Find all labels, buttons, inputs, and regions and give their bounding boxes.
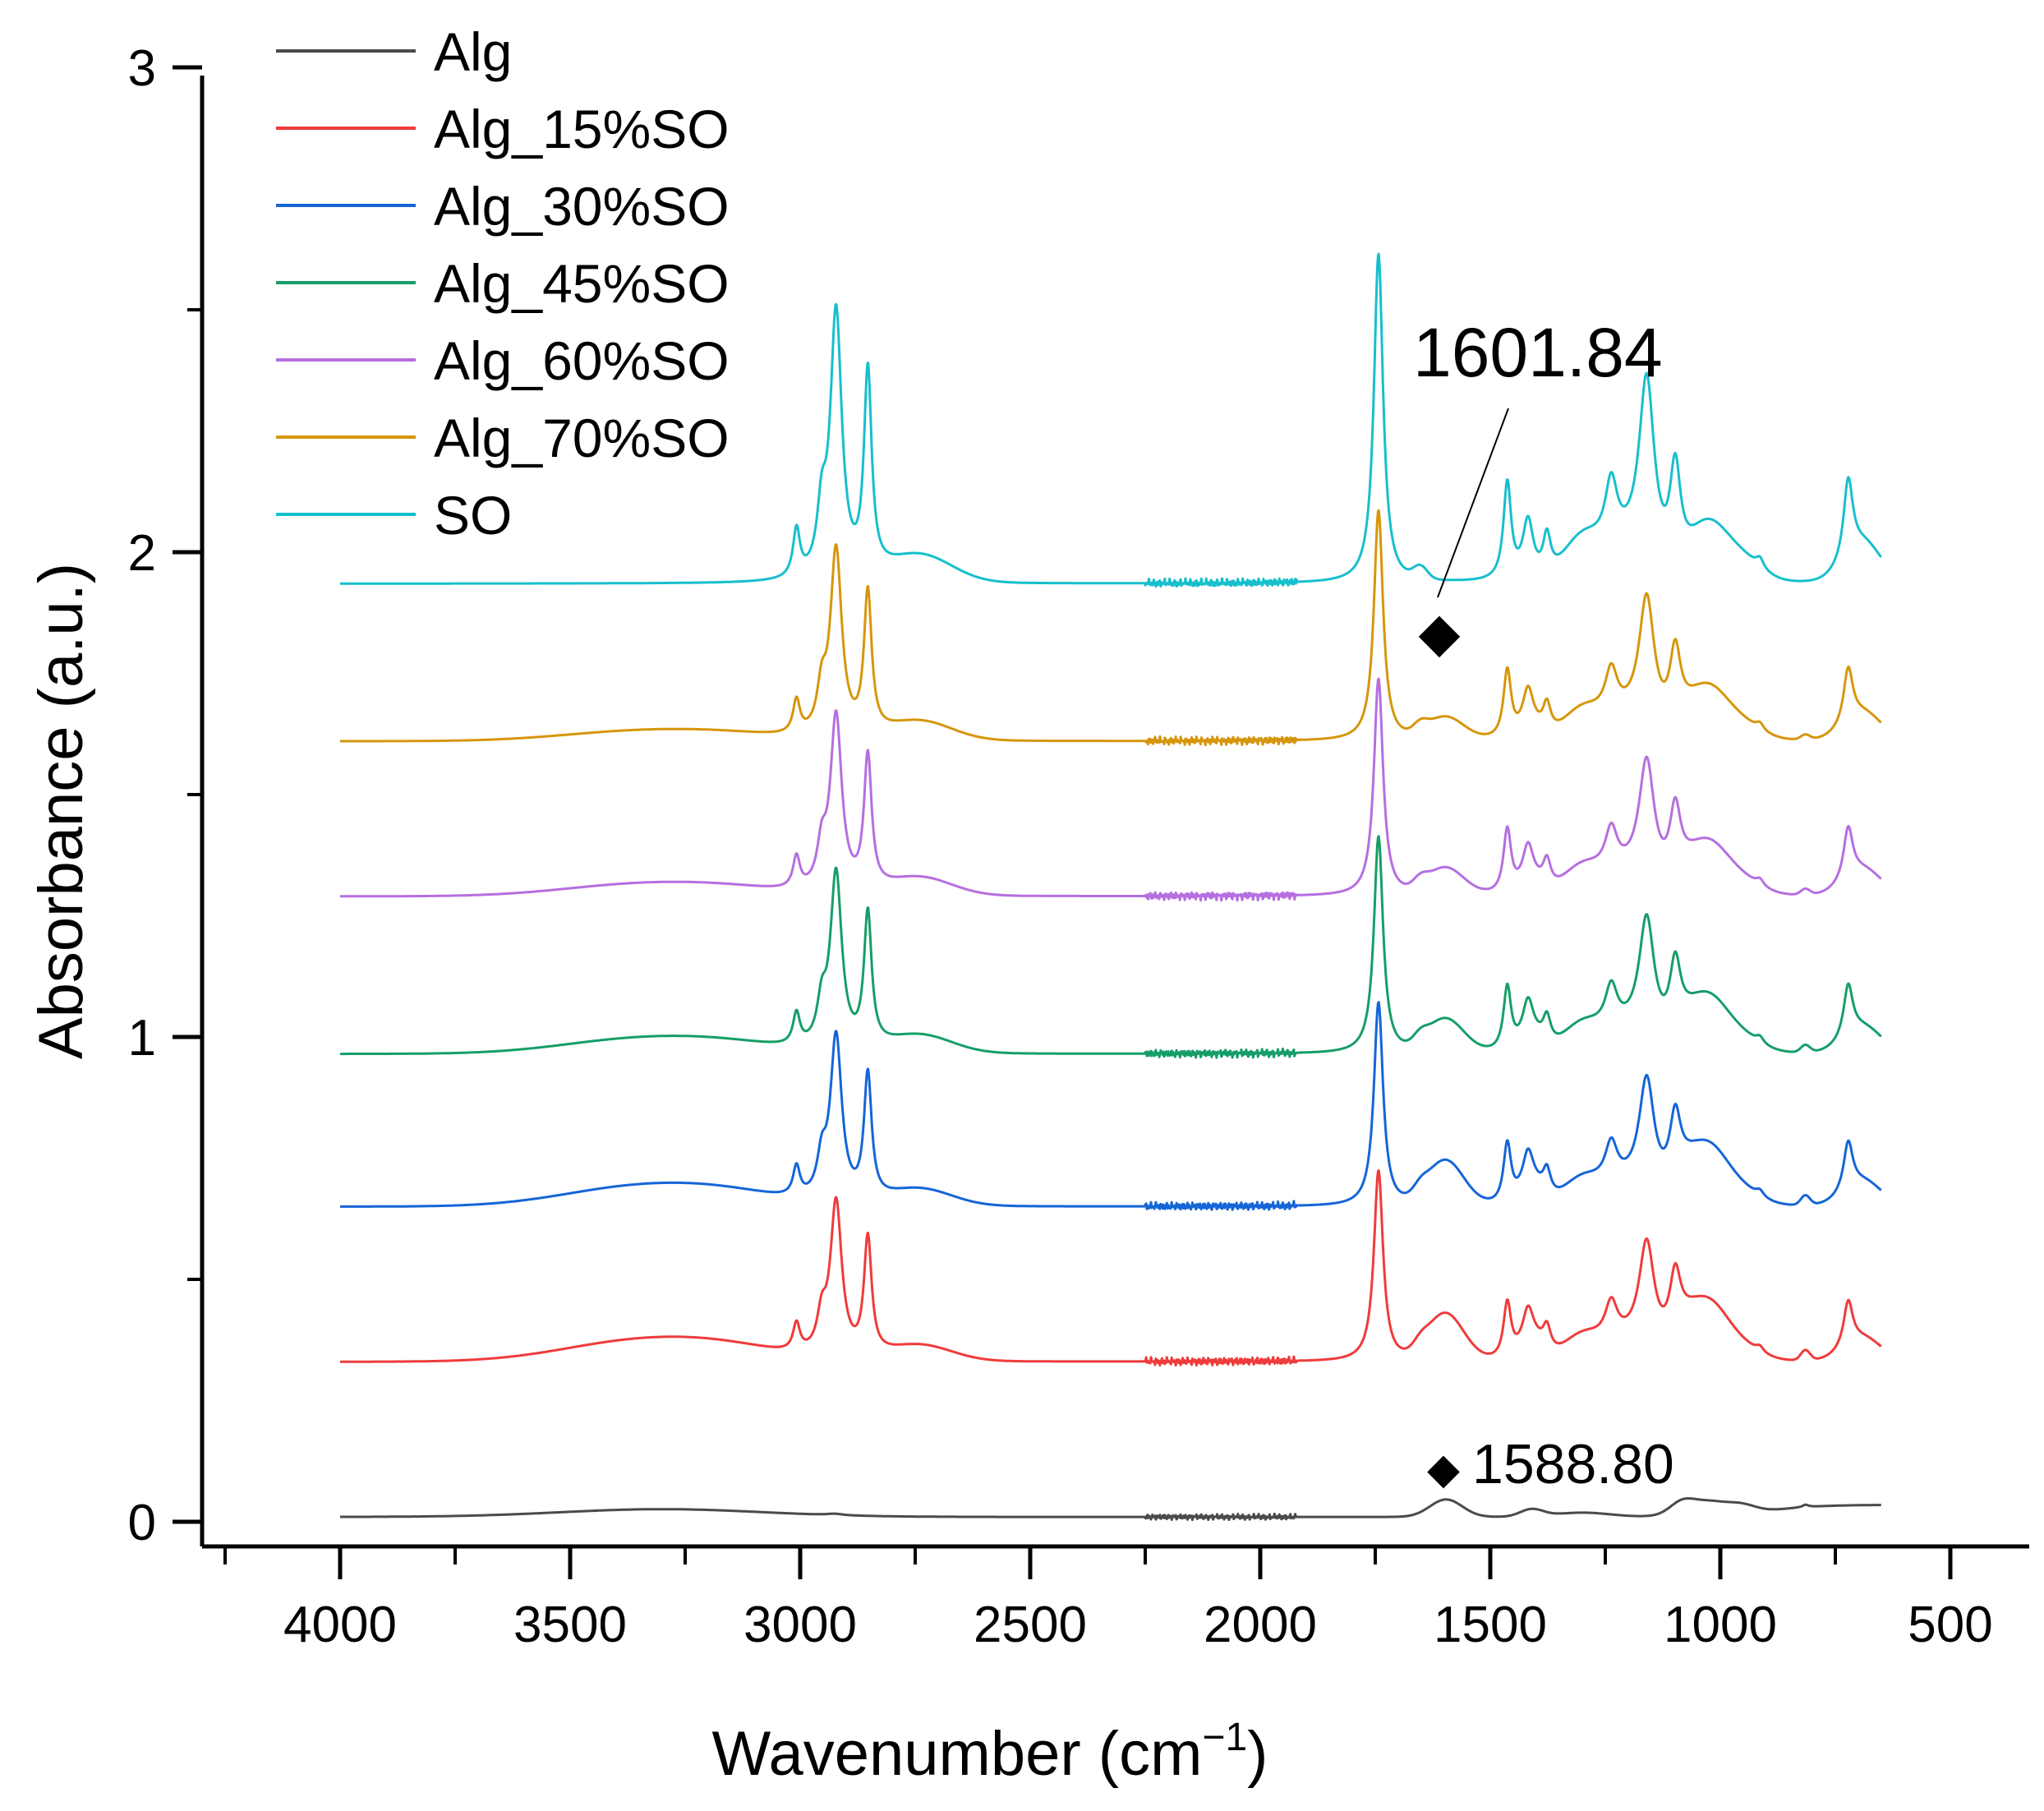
series-line-alg-15-so	[339, 1169, 1882, 1367]
legend-label: Alg_70%SO	[434, 408, 730, 468]
series-line-so	[339, 252, 1882, 588]
x-tick-label: 2500	[974, 1597, 1087, 1653]
x-tick-label: 3500	[513, 1597, 627, 1653]
series-line-alg-30-so	[339, 1001, 1882, 1211]
y-axis-title: Absorbance (a.u.)	[26, 563, 96, 1059]
x-tick-label: 500	[1908, 1597, 1992, 1653]
legend-label: Alg_60%SO	[434, 330, 730, 391]
annotation-1601-leader	[1437, 408, 1509, 598]
legend-label: Alg_30%SO	[434, 176, 730, 237]
y-tick-label: 2	[128, 525, 156, 582]
legend: Alg Alg_15%SO Alg_30%SO Alg_45%SO Alg_60%SO A…	[276, 21, 730, 546]
x-tick-label: 4000	[283, 1597, 397, 1653]
x-tick-label: 2000	[1204, 1597, 1317, 1653]
series-line-alg	[339, 1497, 1882, 1522]
legend-label: Alg_15%SO	[434, 99, 730, 159]
x-tick-label: 1000	[1664, 1597, 1777, 1653]
y-tick-label: 3	[128, 40, 156, 97]
x-axis-title: Wavenumber (cm−1)	[712, 1716, 1268, 1789]
annotation-1601: 1601.84 ◆	[1413, 314, 1663, 662]
annotation-1601-marker: ◆	[1419, 601, 1461, 662]
x-tick-label: 3000	[743, 1597, 857, 1653]
series-line-alg-60-so	[339, 677, 1882, 902]
series-layer	[339, 252, 1882, 1522]
y-tick-label: 0	[128, 1495, 156, 1551]
legend-label: Alg_45%SO	[434, 253, 730, 314]
annotation-1588-label: 1588.80	[1472, 1433, 1674, 1495]
annotation-1588-marker: ◆	[1427, 1445, 1460, 1493]
series-line-alg-70-so	[339, 509, 1882, 747]
y-tick-label: 1	[128, 1010, 156, 1067]
x-axis-title-sup: −1	[1202, 1716, 1247, 1759]
series-line-alg-45-so	[339, 835, 1882, 1059]
legend-label: Alg	[434, 21, 512, 82]
legend-label: SO	[434, 485, 512, 546]
x-axis-title-main: Wavenumber (cm	[712, 1719, 1203, 1789]
x-axis-title-close: )	[1247, 1719, 1268, 1789]
axes	[200, 76, 2029, 1549]
y-ticks: 0 1 2 3	[128, 40, 202, 1551]
annotation-1588: ◆ 1588.80	[1427, 1433, 1674, 1495]
x-ticks: 4000 3500 3000 2500 2000 1500 1000 500	[223, 1546, 1993, 1653]
annotation-1601-label: 1601.84	[1413, 314, 1663, 391]
x-tick-label: 1500	[1434, 1597, 1547, 1653]
